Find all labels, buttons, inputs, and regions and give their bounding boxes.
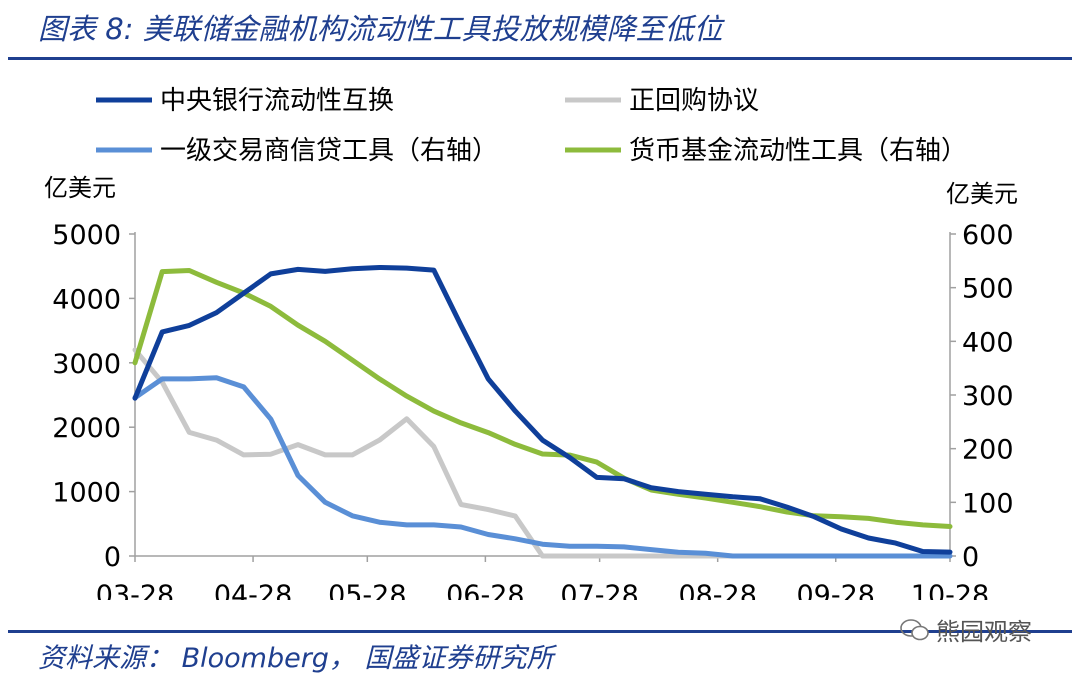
series-lines — [132, 265, 953, 559]
right-tick-label: 200 — [962, 435, 1014, 466]
legend-label-pdcf: 一级交易商信贷工具（右轴） — [160, 136, 498, 166]
right-axis-ticks: 0 100 200 300 400 500 600 — [950, 220, 1014, 573]
series-line-2 — [132, 375, 953, 559]
x-tick-label: 06-28 — [446, 580, 524, 600]
x-tick-label: 08-28 — [678, 580, 756, 600]
legend-label-central-bank-swaps: 中央银行流动性互换 — [160, 86, 394, 116]
left-tick-label: 5000 — [52, 220, 121, 251]
legend-label-repo: 正回购协议 — [629, 86, 759, 116]
source-note: 资料来源： Bloomberg， 国盛证券研究所 — [38, 643, 554, 674]
top-divider — [8, 57, 1072, 60]
right-tick-label: 300 — [962, 381, 1014, 412]
series-line-0 — [132, 265, 953, 555]
right-tick-label: 400 — [962, 327, 1014, 358]
legend: 中央银行流动性互换 正回购协议 一级交易商信贷工具（右轴） 货币基金流动性工具（… — [96, 86, 967, 166]
right-axis-unit: 亿美元 — [946, 180, 1018, 208]
x-tick-label: 10-28 — [911, 580, 989, 600]
left-tick-label: 1000 — [52, 478, 121, 509]
x-tick-label: 04-28 — [214, 580, 292, 600]
legend-label-mmlf: 货币基金流动性工具（右轴） — [629, 136, 967, 166]
x-axis-ticks: 03-28 04-28 05-28 06-28 07-28 08-28 09-28 10-28 — [96, 556, 989, 600]
chart-svg: 中央银行流动性互换 正回购协议 一级交易商信贷工具（右轴） 货币基金流动性工具（… — [44, 86, 1018, 600]
series-line-3 — [132, 268, 953, 529]
left-tick-label: 3000 — [52, 349, 121, 380]
left-tick-label: 4000 — [52, 284, 121, 315]
left-tick-label: 0 — [104, 542, 121, 573]
left-tick-label: 2000 — [52, 413, 121, 444]
x-tick-label: 09-28 — [797, 580, 875, 600]
left-axis-ticks: 0 1000 2000 3000 4000 5000 — [52, 220, 135, 573]
bottom-divider — [8, 630, 1072, 633]
x-tick-label: 05-28 — [328, 580, 406, 600]
x-tick-label: 03-28 — [96, 580, 174, 600]
right-tick-label: 600 — [962, 220, 1014, 251]
left-axis-unit: 亿美元 — [44, 174, 116, 202]
right-tick-label: 100 — [962, 488, 1014, 519]
watermark: 熊园观察 — [900, 612, 1032, 647]
wechat-icon — [900, 618, 930, 641]
watermark-text: 熊园观察 — [936, 618, 1032, 646]
right-tick-label: 0 — [962, 542, 979, 573]
x-tick-label: 07-28 — [560, 580, 638, 600]
right-tick-label: 500 — [962, 274, 1014, 305]
chart-title: 图表 8: 美联储金融机构流动性工具投放规模降至低位 — [38, 12, 723, 46]
